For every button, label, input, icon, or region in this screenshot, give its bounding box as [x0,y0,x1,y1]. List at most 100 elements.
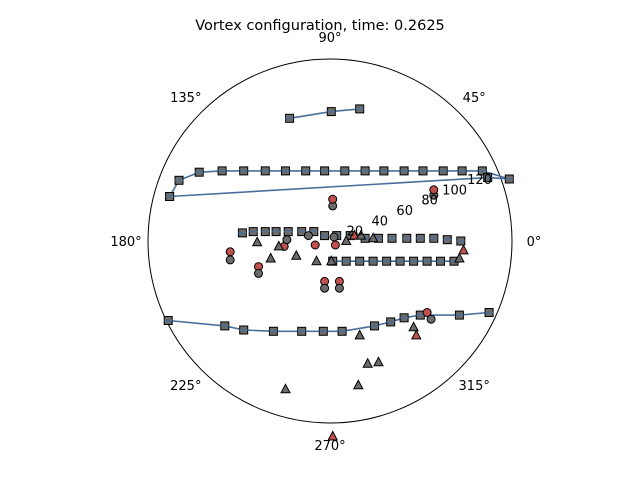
r-tick-label: 80 [421,194,438,209]
square-marker [477,166,487,176]
theta-tick-label: 180° [110,235,141,250]
square-marker [415,233,425,243]
square-marker [457,166,467,176]
circle-marker [329,232,339,242]
square-marker [387,233,397,243]
circle-marker [310,240,320,250]
square-marker [368,256,378,266]
theta-tick-label: 135° [170,91,201,106]
square-marker [422,256,432,266]
square-marker [402,233,412,243]
square-marker [326,107,336,117]
square-marker [301,166,311,176]
square-marker [268,326,278,336]
square-marker [429,233,439,243]
square-marker [395,256,405,266]
square-marker [418,166,428,176]
square-marker [217,166,227,176]
square-marker [260,166,270,176]
circle-marker [330,240,340,250]
square-marker [438,166,448,176]
square-marker [297,227,307,237]
square-marker [163,316,173,325]
theta-tick-label: 45° [463,91,486,106]
triangle-marker [251,236,263,247]
circle-marker [328,194,338,204]
triangle-marker [410,329,422,340]
circle-marker [422,308,432,317]
theta-tick-label: 225° [170,379,201,394]
square-marker [220,321,230,331]
square-marker [484,308,494,317]
square-marker [297,326,307,336]
triangle-marker [265,252,277,263]
triangle-marker [355,229,367,240]
square-marker [436,256,445,266]
circle-marker [320,283,330,293]
square-marker [360,166,370,176]
vortex-markers [163,104,514,441]
square-marker [320,231,330,241]
triangle-marker [290,249,302,260]
circle-marker [282,235,292,245]
chart-title: Vortex configuration, time: 0.2625 [195,18,445,34]
square-marker [382,256,392,266]
theta-tick-label: 315° [459,379,490,394]
square-marker [318,326,328,336]
square-marker [320,166,330,176]
series-line [289,108,360,120]
triangle-marker [340,234,352,245]
triangle-marker [367,232,379,243]
square-marker [386,317,396,327]
circle-marker [225,255,235,265]
series-line [168,311,490,333]
square-marker [283,227,293,237]
triangle-marker [408,321,419,332]
theta-tick-label: 270° [314,439,345,454]
triangle-marker [373,356,384,367]
square-marker [355,104,365,114]
triangle-marker [280,383,291,394]
square-marker [165,192,175,201]
circle-marker [303,231,313,241]
triangle-marker [362,357,374,368]
square-marker [483,173,493,183]
square-marker [248,227,258,237]
connection-lines [168,108,511,333]
square-marker [341,256,351,266]
square-marker [337,326,347,336]
r-tick-label: 20 [347,225,364,240]
square-marker [237,228,247,238]
square-marker [340,166,350,176]
square-marker [285,113,295,123]
r-tick-label: 100 [442,183,467,198]
square-marker [442,235,452,245]
square-marker [239,166,249,176]
r-tick-label: 40 [372,214,389,229]
square-marker [194,167,204,177]
square-marker [454,310,464,320]
square-marker [456,236,466,246]
triangle-marker [325,255,337,266]
square-marker [399,166,409,176]
square-marker [379,166,389,176]
triangle-marker [354,329,366,340]
circle-marker [254,268,263,278]
theta-tick-label: 90° [318,31,341,46]
circle-marker [334,283,344,293]
r-tick-label: 60 [396,204,413,219]
circle-marker [426,314,436,324]
triangle-marker [311,255,322,266]
triangle-marker [458,244,469,255]
square-marker [355,256,365,266]
triangle-marker [327,430,339,441]
square-marker [174,175,184,185]
square-marker [271,227,281,237]
triangle-marker [454,252,465,263]
theta-tick-label: 0° [527,235,542,250]
square-marker [504,174,514,184]
square-marker [281,166,290,176]
triangle-marker [348,229,360,240]
